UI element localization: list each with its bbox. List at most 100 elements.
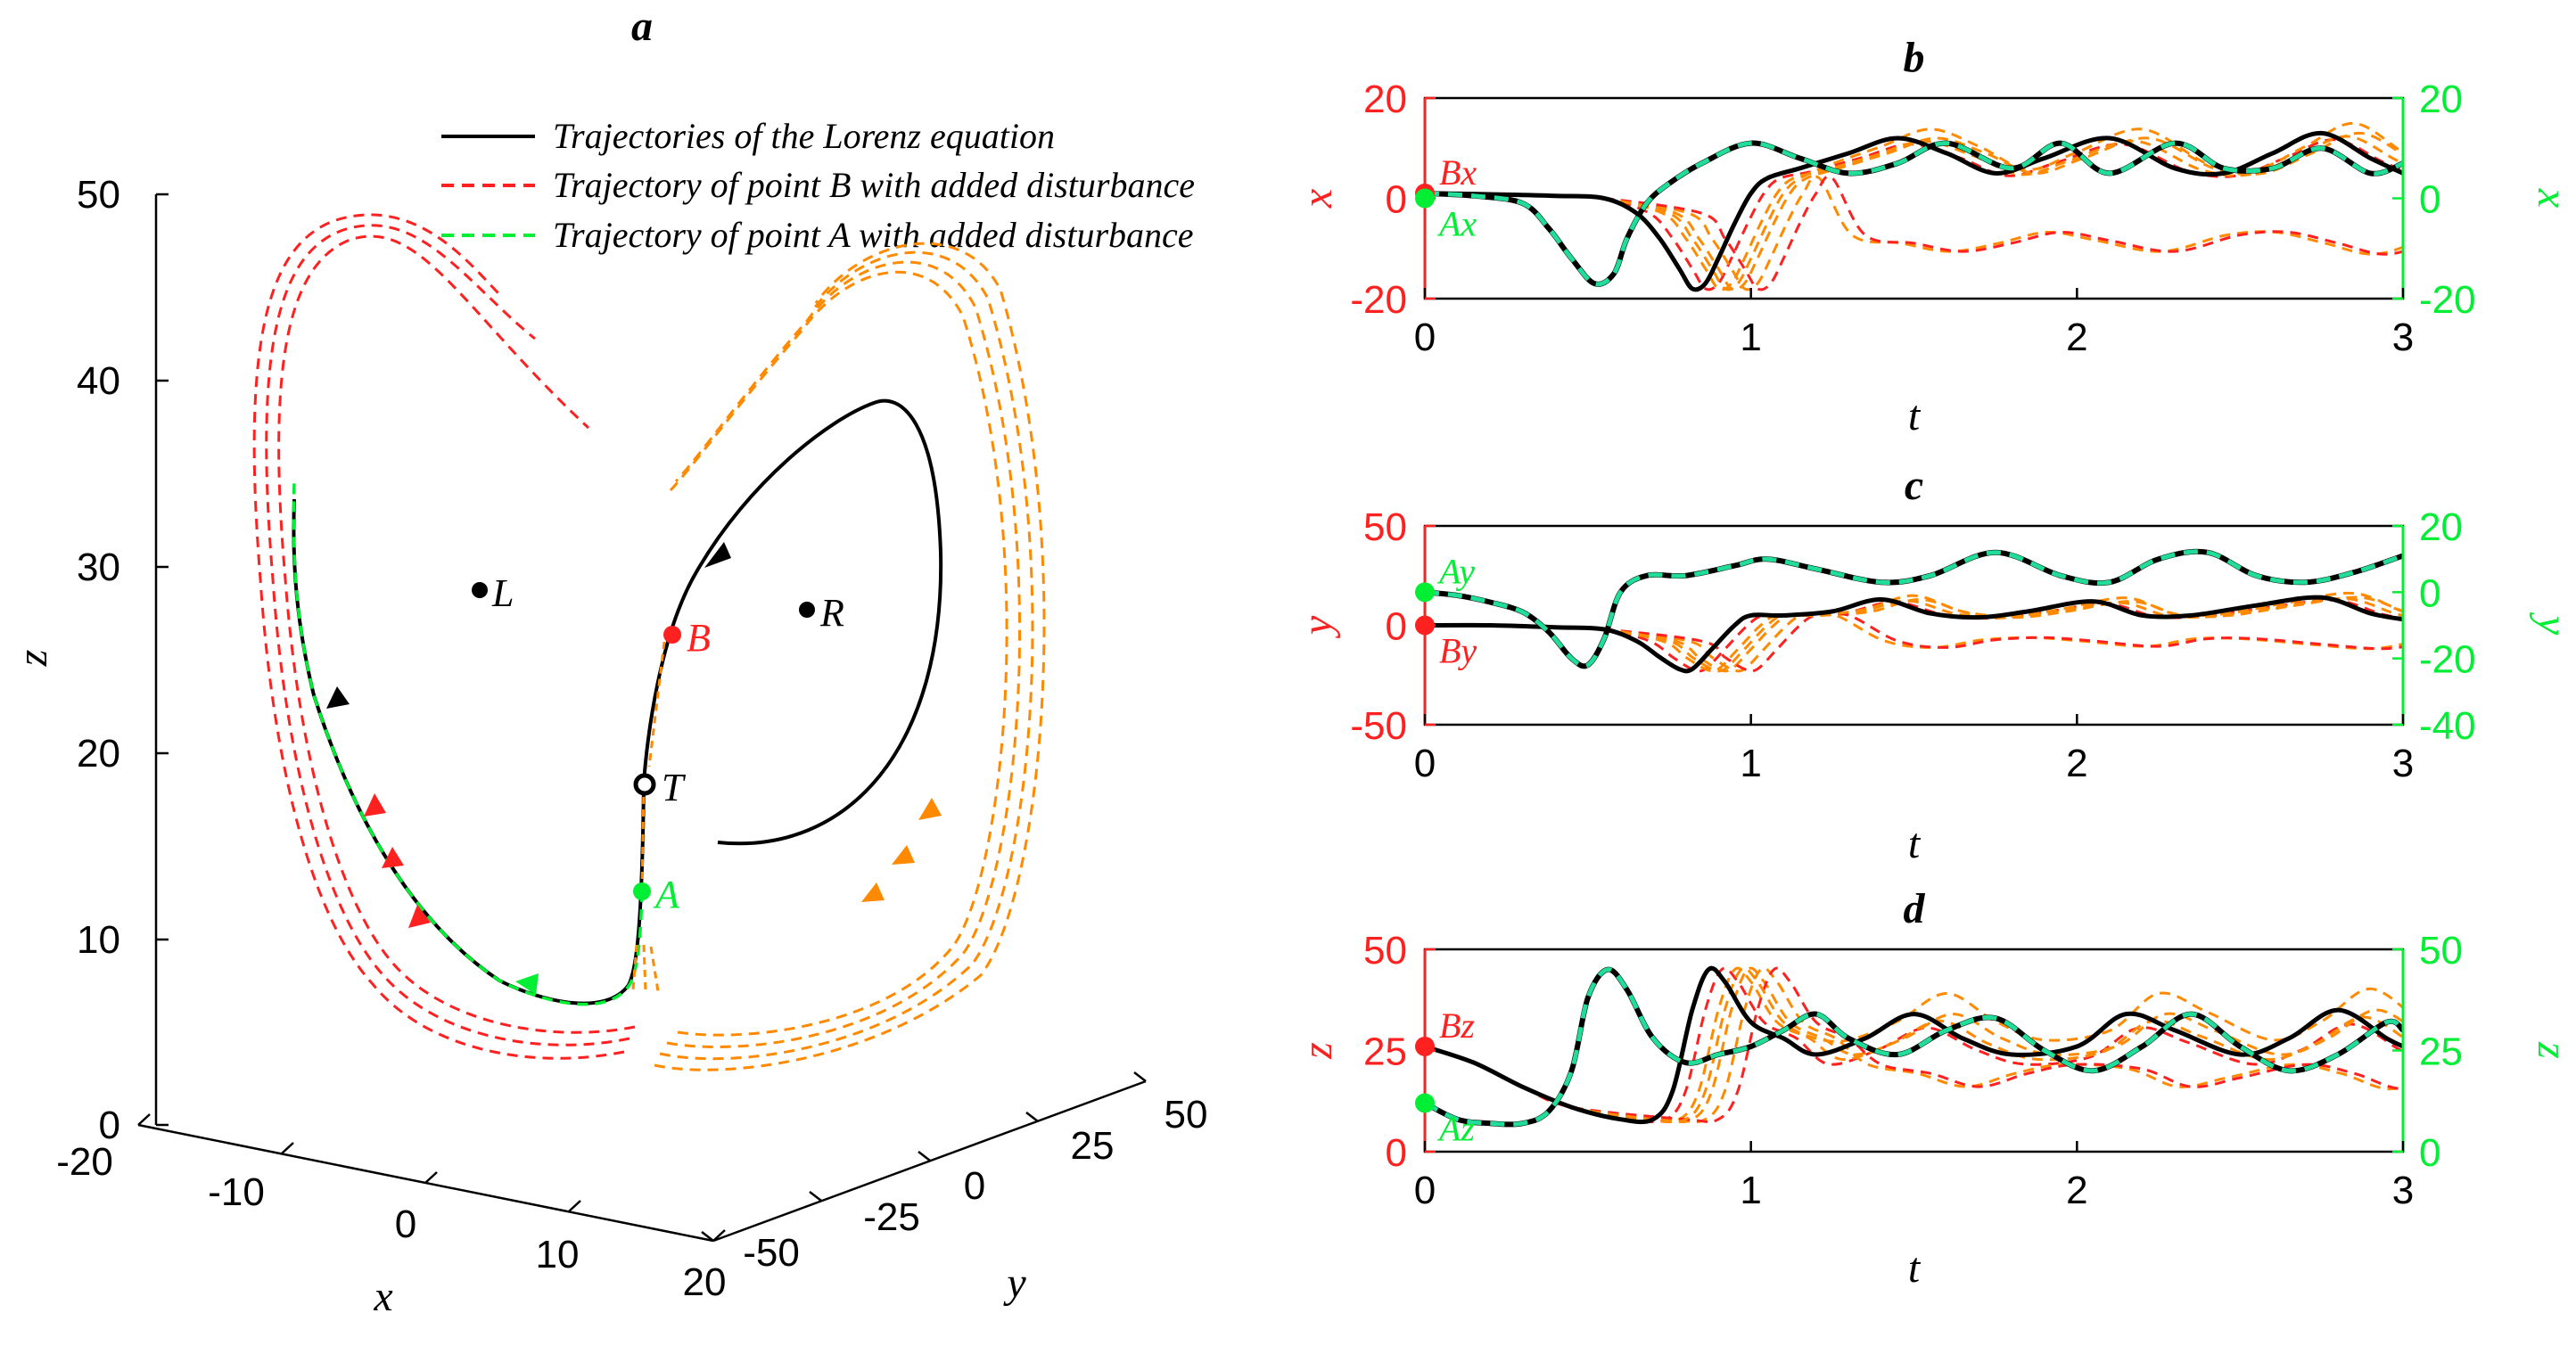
panel-a-x-axis: -20 -10 0 10 20 x	[56, 1113, 726, 1320]
panel-d-ylabel-left: z	[1294, 1042, 1341, 1060]
z-tick-20: 20	[77, 732, 120, 776]
panel-d-ytick-left-label-1: 25	[1363, 1030, 1407, 1074]
panel-b-ytick-right-label-0: -20	[2419, 278, 2476, 322]
panel-c-ytick-right-label-0: -40	[2419, 704, 2476, 748]
y-axis-label: y	[1002, 1260, 1026, 1307]
panel-c-ylabel-left: y	[1294, 615, 1341, 639]
panel-d-marker-left	[1415, 1036, 1435, 1056]
panel-a-points: L R B T A	[472, 571, 844, 916]
panel-b-green-underlay	[1425, 140, 2403, 287]
arrow-orange-3	[861, 882, 885, 902]
panel-d-xtick-label-1: 1	[1740, 1169, 1761, 1212]
arrow-black-top	[704, 542, 731, 568]
panel-a-arrows	[326, 542, 942, 995]
panel-d-marker-right	[1415, 1093, 1435, 1113]
point-b-label: B	[687, 616, 711, 660]
arrow-green	[515, 973, 539, 995]
panel-d-disturbance-2	[1425, 966, 2403, 1124]
panel-b-ytick-left-label-0: -20	[1350, 278, 1407, 322]
panel-c-frame	[1423, 524, 2405, 726]
panel-c-disturbance-5	[1425, 591, 2403, 673]
panel-b-marker-label-1: Ax	[1436, 204, 1477, 244]
panel-d-ytick-left-label-0: 0	[1386, 1131, 1407, 1175]
panel-d-ytick-right-label-1: 25	[2419, 1030, 2463, 1074]
x-tick-0: 0	[395, 1202, 416, 1246]
panel-b-marker-label-0: Bx	[1439, 152, 1477, 193]
panel-c-marker-label-0: Ay	[1436, 551, 1475, 591]
arrow-black-left	[326, 686, 350, 709]
panel-c-xlabel: t	[1908, 820, 1922, 867]
panel-b-marker-right	[1415, 188, 1435, 209]
panel-b-ytick-right-label-2: 20	[2419, 78, 2463, 121]
panel-b-ylabel-left: x	[1294, 189, 1341, 209]
panel-d-lorenz-line	[1425, 965, 2403, 1125]
panel-d-ytick-right-label-0: 0	[2419, 1131, 2440, 1175]
panel-d-data	[1425, 965, 2403, 1128]
point-r	[799, 602, 815, 618]
panel-a-trajectories	[252, 213, 1046, 1071]
arrow-red-3	[408, 905, 431, 928]
panel-b-title: b	[1904, 34, 1925, 81]
panel-d-title: d	[1904, 885, 1926, 932]
point-b	[663, 626, 681, 644]
arrow-red-2	[382, 847, 404, 868]
panel-c-marker-label-1: By	[1439, 631, 1477, 671]
black-lorenz	[292, 398, 943, 1005]
panel-d: d 0 1 2 3 t 0 25 50 z 0 25 50 z Bz Az	[1294, 885, 2576, 1292]
panel-c-data	[1425, 548, 2403, 674]
z-tick-50: 50	[77, 173, 120, 217]
panel-d-disturbance-4	[1425, 966, 2403, 1124]
panel-d-xtick-label-0: 0	[1414, 1169, 1436, 1212]
x-tick-10: 10	[536, 1233, 580, 1276]
arrow-orange-2	[892, 845, 915, 865]
panel-b-data	[1425, 121, 2403, 292]
x-axis-label: x	[373, 1273, 392, 1320]
panel-c-marker-left	[1415, 615, 1435, 636]
y-tick-50: 50	[1165, 1093, 1208, 1137]
panel-c-ytick-left-label-2: 50	[1363, 505, 1407, 549]
panel-c-title: c	[1905, 462, 1923, 509]
y-tick-neg25: -25	[863, 1195, 920, 1239]
panel-d-xlabel: t	[1908, 1244, 1922, 1292]
panel-b-disturbance-0	[1425, 138, 2403, 291]
y-tick-25: 25	[1071, 1124, 1115, 1168]
panel-c-marker-right	[1415, 582, 1435, 603]
panel-d-marker-label-0: Bz	[1439, 1005, 1475, 1046]
point-l-label: L	[491, 571, 514, 615]
panel-c-xtick-label-0: 0	[1414, 742, 1436, 785]
panel-b-xtick-label-3: 3	[2392, 316, 2414, 359]
panel-c-ylabel-right: y	[2529, 611, 2576, 636]
panel-c-ytick-right-label-1: -20	[2419, 638, 2476, 682]
z-tick-10: 10	[77, 918, 120, 962]
x-tick-neg10: -10	[208, 1170, 265, 1214]
panel-c-ytick-left-label-1: 0	[1386, 605, 1407, 649]
panel-d-green-line	[1425, 967, 2403, 1127]
x-tick-neg20: -20	[56, 1140, 113, 1184]
green-trajectory	[292, 480, 644, 1006]
panel-b-xtick-label-0: 0	[1414, 316, 1436, 359]
panel-c-ytick-right-label-3: 20	[2419, 505, 2463, 549]
panel-a-z-axis: 50 40 30 20 10 0 z	[9, 173, 169, 1147]
panel-b-disturbance-2	[1425, 131, 2403, 291]
panel-b-disturbance-4	[1425, 175, 2403, 291]
panel-d-ylabel-right: z	[2529, 1041, 2576, 1059]
y-tick-neg50: -50	[743, 1231, 800, 1275]
point-r-label: R	[819, 591, 844, 635]
panel-d-marker-label-1: Az	[1436, 1109, 1475, 1149]
panel-b-xlabel: t	[1908, 392, 1922, 439]
panel-d-green-underlay	[1425, 966, 2403, 1128]
panel-a-legend: Trajectories of the Lorenz equation Traj…	[441, 116, 1195, 255]
panel-d-xtick-label-3: 3	[2392, 1169, 2414, 1212]
panel-c-xtick-label-3: 3	[2392, 742, 2414, 785]
arrow-red-1	[364, 793, 386, 817]
panel-d-xtick-label-2: 2	[2066, 1169, 2087, 1212]
point-t	[633, 773, 656, 796]
point-a	[633, 882, 651, 900]
point-l	[472, 582, 488, 598]
y-tick-0: 0	[964, 1164, 985, 1208]
legend-label-a: Trajectory of point A with added disturb…	[553, 215, 1194, 255]
z-tick-30: 30	[77, 546, 120, 589]
point-t-label: T	[662, 766, 687, 809]
point-a-label: A	[653, 873, 680, 916]
